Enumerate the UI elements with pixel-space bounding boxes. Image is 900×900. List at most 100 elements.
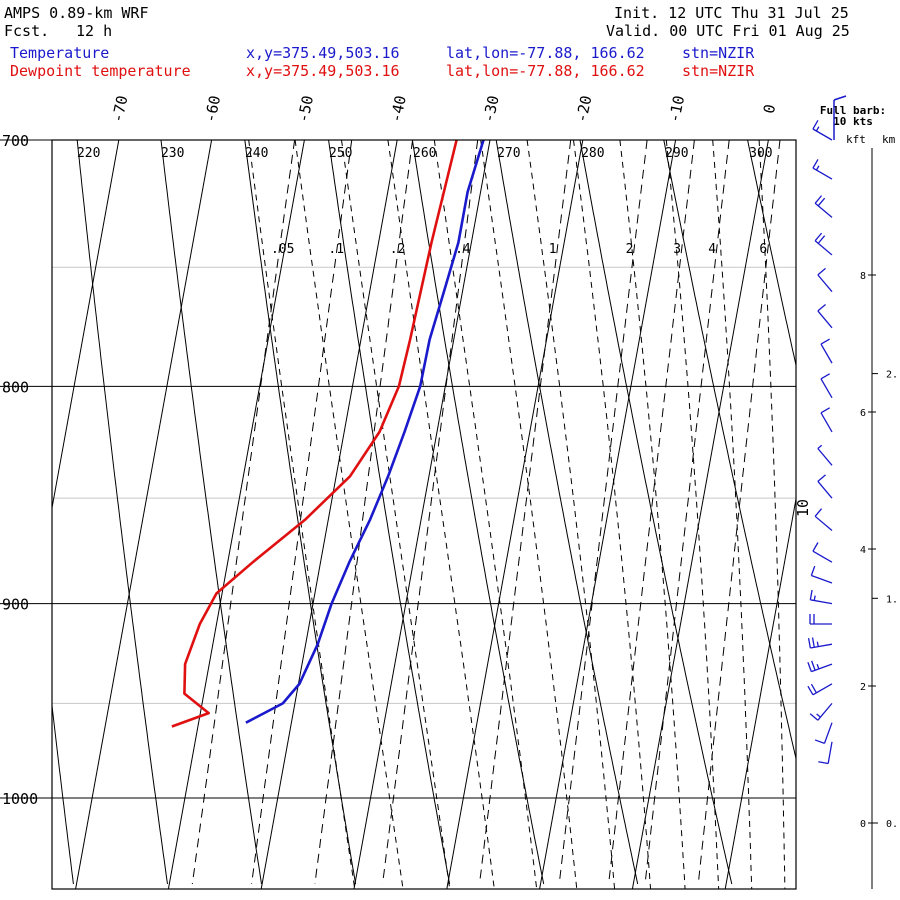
wind-barb-staff <box>827 741 833 764</box>
wind-barb <box>812 120 833 141</box>
wind-barb-staff <box>814 515 833 531</box>
km-tick-label: 2. <box>886 370 898 381</box>
dry-adiabat <box>76 140 168 885</box>
dry-adiabats <box>52 140 900 885</box>
temperature-tick-label: -60 <box>201 94 224 124</box>
temperature-tick-label: -10 <box>665 94 688 124</box>
wind-barb-staff <box>820 343 833 364</box>
wind-barb <box>807 660 833 673</box>
wind-barb-staff <box>817 310 833 329</box>
theta-label: 280 <box>581 146 604 161</box>
wind-barb-staff <box>820 378 833 399</box>
wind-barb <box>809 589 833 605</box>
wind-barb-feather <box>809 713 819 721</box>
mixing-ratio-label: 4 <box>708 242 716 257</box>
mixing-ratio-line <box>382 140 479 885</box>
plot-frame <box>51 139 797 890</box>
isotherm <box>818 140 900 889</box>
wind-barb <box>812 542 833 563</box>
legend-temperature-latlon: lat,lon=-77.88, 166.62 <box>446 44 645 62</box>
mixing-ratio-label: .4 <box>455 242 471 257</box>
moist-adiabat <box>758 140 786 889</box>
wind-barb-feather <box>817 235 826 244</box>
pressure-tick-label: 800 <box>2 378 29 396</box>
theta-label: 270 <box>497 146 520 161</box>
wind-barb-staff <box>817 274 833 293</box>
wind-barb-half-feather <box>815 126 820 132</box>
wind-barb-feather <box>818 761 829 765</box>
wind-barb <box>810 565 833 584</box>
wind-barb-feather <box>812 159 819 169</box>
moist-adiabat <box>573 140 652 889</box>
init-time: Init. 12 UTC Thu 31 Jul 25 <box>614 4 849 22</box>
moist-adiabat <box>526 140 616 889</box>
wind-barb-half-feather <box>815 165 820 171</box>
dry-adiabat <box>244 140 357 885</box>
theta-label: 290 <box>665 146 688 161</box>
mixing-ratio-label: .2 <box>390 242 406 257</box>
dry-adiabat <box>579 140 733 885</box>
wind-barb-staff <box>812 128 833 141</box>
wind-barb <box>809 702 833 721</box>
temperature-tick-label: 0 <box>760 103 779 116</box>
isotherm <box>539 140 677 889</box>
mixing-ratio-label: .05 <box>271 242 294 257</box>
wind-barb <box>820 407 833 433</box>
wind-barb-feather <box>812 542 819 552</box>
pressure-tick-label: 1000 <box>2 790 38 808</box>
temperature-tick-label: -20 <box>572 94 595 124</box>
mixing-ratio-line <box>314 140 414 885</box>
wind-barb <box>814 722 833 744</box>
legend-temperature-name: Temperature <box>10 44 110 62</box>
dry-adiabat <box>328 140 451 885</box>
theta-label: 300 <box>749 146 772 161</box>
wind-barb-feather <box>807 638 811 649</box>
wind-legend-barb-flag <box>833 95 847 101</box>
isotherm <box>353 140 491 889</box>
dry-adiabat <box>663 140 796 761</box>
kft-tick-label: 6 <box>860 408 866 419</box>
wind-barb-feather <box>810 683 817 694</box>
wind-barb-staff <box>820 412 833 433</box>
wind-barb-staff <box>823 722 833 744</box>
isotherm <box>446 140 584 889</box>
forecast-value: 12 h <box>76 22 113 40</box>
legend-dewpoint-xy: x,y=375.49,503.16 <box>246 62 400 80</box>
wind-barb <box>817 303 833 329</box>
theta-label: 260 <box>413 146 436 161</box>
wind-barb-feather <box>817 197 826 207</box>
moist-adiabat <box>889 140 898 900</box>
mixing-ratio-label: 1 <box>549 242 557 257</box>
isotherm <box>0 140 26 889</box>
km-tick-label: 1. <box>886 594 898 605</box>
legend-dewpoint-name: Dewpoint temperature <box>10 62 191 80</box>
wind-barb <box>807 683 833 696</box>
wind-barb-staff <box>817 480 833 499</box>
wind-barb-feather <box>817 267 826 276</box>
pressure-gridlines <box>0 139 796 799</box>
kft-tick-label: 8 <box>860 271 866 282</box>
mixing-ratio-line <box>191 140 296 885</box>
temperature-tick-label: -40 <box>387 94 410 124</box>
dry-adiabat <box>831 140 900 884</box>
mixing-ratio-label: .1 <box>328 242 344 257</box>
mixing-ratio-lines <box>191 140 781 885</box>
legend-dewpoint-station: stn=NZIR <box>682 62 755 80</box>
moist-adiabat <box>433 140 538 889</box>
wind-barb-half-feather <box>816 641 819 647</box>
wind-barb-feather <box>817 303 826 312</box>
mixing-ratio-line <box>608 140 695 885</box>
mixing-ratio-label: 2 <box>626 242 634 257</box>
mixing-ratio-label: 3 <box>673 242 681 257</box>
moist-adiabat <box>806 140 819 900</box>
wind-barb <box>814 232 833 256</box>
wind-barb-feather <box>809 589 813 600</box>
wind-panel: Full barb:10 kts kft km 0 2 4 6 8 0. 1. 2. <box>807 95 898 889</box>
wind-barb <box>814 195 833 218</box>
wind-barb-staff <box>810 599 833 605</box>
wind-barb-feather <box>817 474 826 482</box>
dry-adiabat <box>747 140 796 368</box>
moist-adiabat <box>480 140 578 889</box>
